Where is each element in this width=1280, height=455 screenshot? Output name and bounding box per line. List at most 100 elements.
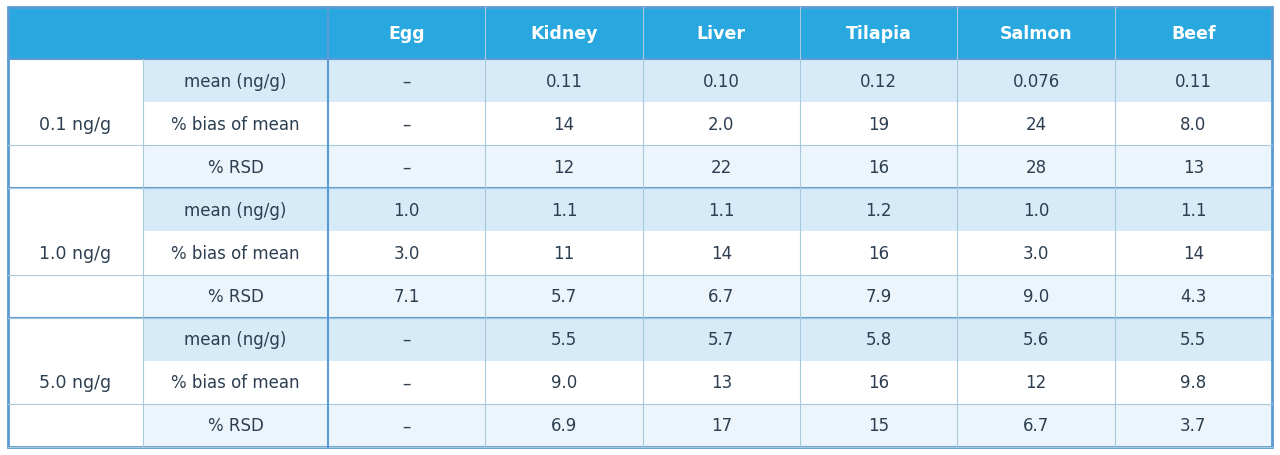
Bar <box>800 146 957 189</box>
Text: –: – <box>402 374 411 391</box>
Bar <box>8 275 143 318</box>
Bar <box>485 232 643 275</box>
Text: 28: 28 <box>1025 158 1047 177</box>
Bar <box>800 8 957 60</box>
Text: 15: 15 <box>868 416 890 435</box>
Bar <box>485 404 643 447</box>
Bar <box>328 232 485 275</box>
Text: 13: 13 <box>1183 158 1204 177</box>
Bar <box>328 8 485 60</box>
Bar <box>957 60 1115 103</box>
Text: 17: 17 <box>710 416 732 435</box>
Bar <box>957 275 1115 318</box>
Bar <box>800 232 957 275</box>
Text: 14: 14 <box>1183 244 1204 263</box>
Bar <box>8 60 143 103</box>
Bar <box>1115 361 1272 404</box>
Bar <box>143 146 328 189</box>
Bar <box>485 189 643 232</box>
Text: 12: 12 <box>553 158 575 177</box>
Text: 16: 16 <box>868 244 890 263</box>
Text: % RSD: % RSD <box>207 288 264 305</box>
Bar <box>143 404 328 447</box>
Text: 4.3: 4.3 <box>1180 288 1207 305</box>
Bar <box>328 103 485 146</box>
Bar <box>957 404 1115 447</box>
Text: 6.7: 6.7 <box>708 288 735 305</box>
Bar <box>800 275 957 318</box>
Text: 2.0: 2.0 <box>708 116 735 133</box>
Bar <box>643 232 800 275</box>
Bar <box>485 275 643 318</box>
Bar <box>1115 103 1272 146</box>
Text: mean (ng/g): mean (ng/g) <box>184 72 287 91</box>
Text: Beef: Beef <box>1171 25 1216 43</box>
Bar <box>485 146 643 189</box>
Bar <box>800 60 957 103</box>
Text: 24: 24 <box>1025 116 1047 133</box>
Bar <box>8 146 143 189</box>
Bar <box>485 103 643 146</box>
Bar <box>1115 232 1272 275</box>
Text: mean (ng/g): mean (ng/g) <box>184 330 287 349</box>
Bar <box>328 275 485 318</box>
Bar <box>143 103 328 146</box>
Text: % bias of mean: % bias of mean <box>172 116 300 133</box>
Bar <box>8 361 143 404</box>
Text: 7.1: 7.1 <box>393 288 420 305</box>
Text: Salmon: Salmon <box>1000 25 1073 43</box>
Bar <box>1115 146 1272 189</box>
Bar <box>8 404 143 447</box>
Text: –: – <box>402 116 411 133</box>
Text: 0.11: 0.11 <box>1175 72 1212 91</box>
Bar <box>485 60 643 103</box>
Text: 14: 14 <box>710 244 732 263</box>
Text: 9.0: 9.0 <box>1023 288 1050 305</box>
Bar <box>800 189 957 232</box>
Bar <box>643 8 800 60</box>
Bar <box>143 189 328 232</box>
Text: 13: 13 <box>710 374 732 391</box>
Text: Kidney: Kidney <box>530 25 598 43</box>
Text: 5.0 ng/g: 5.0 ng/g <box>40 374 111 391</box>
Bar <box>143 361 328 404</box>
Bar <box>1115 318 1272 361</box>
Bar <box>800 318 957 361</box>
Text: 1.0 ng/g: 1.0 ng/g <box>40 244 111 263</box>
Text: 1.0: 1.0 <box>1023 202 1050 219</box>
Text: 6.9: 6.9 <box>550 416 577 435</box>
Text: 5.8: 5.8 <box>865 330 892 349</box>
Bar <box>643 404 800 447</box>
Bar <box>8 189 143 232</box>
Text: 8.0: 8.0 <box>1180 116 1207 133</box>
Bar <box>485 318 643 361</box>
Text: 16: 16 <box>868 158 890 177</box>
Text: Egg: Egg <box>388 25 425 43</box>
Text: 14: 14 <box>553 116 575 133</box>
Bar <box>957 8 1115 60</box>
Bar <box>143 318 328 361</box>
Bar <box>143 232 328 275</box>
Bar <box>643 275 800 318</box>
Text: –: – <box>402 330 411 349</box>
Text: 7.9: 7.9 <box>865 288 892 305</box>
Bar <box>643 318 800 361</box>
Bar <box>1115 404 1272 447</box>
Text: 0.12: 0.12 <box>860 72 897 91</box>
Text: Tilapia: Tilapia <box>846 25 911 43</box>
Text: 6.7: 6.7 <box>1023 416 1050 435</box>
Text: 3.0: 3.0 <box>393 244 420 263</box>
Text: 19: 19 <box>868 116 890 133</box>
Bar <box>800 103 957 146</box>
Bar <box>8 232 143 275</box>
Text: 5.7: 5.7 <box>708 330 735 349</box>
Bar <box>643 60 800 103</box>
Bar <box>8 103 143 146</box>
Bar <box>643 103 800 146</box>
Text: 0.1 ng/g: 0.1 ng/g <box>40 116 111 133</box>
Bar <box>643 189 800 232</box>
Text: 3.0: 3.0 <box>1023 244 1050 263</box>
Text: 1.1: 1.1 <box>550 202 577 219</box>
Text: –: – <box>402 158 411 177</box>
Bar <box>800 404 957 447</box>
